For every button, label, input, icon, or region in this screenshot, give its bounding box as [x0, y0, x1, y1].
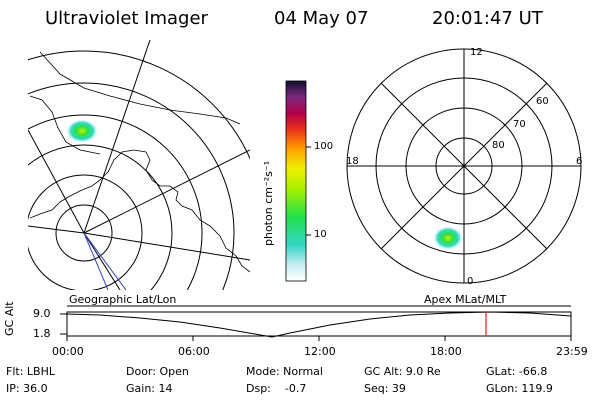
x-tick-label: 23:59 — [556, 345, 588, 358]
y-tick-label-top: 9.0 — [33, 307, 51, 320]
latitude-label-70: 70 — [513, 119, 526, 130]
mlt-label-18: 18 — [346, 156, 359, 167]
look-direction-line — [83, 232, 109, 290]
gc-alt-info: GC Alt: 9.0 Re — [364, 365, 441, 378]
latitude-circle — [28, 114, 203, 290]
coastline — [29, 95, 101, 155]
dsp-info: Dsp: -0.7 — [246, 382, 307, 395]
latitude-circle — [28, 174, 143, 290]
timeline-panel — [60, 305, 572, 341]
colorbar-tick-label-100: 100 — [314, 141, 334, 152]
x-tick-label: 06:00 — [178, 345, 210, 358]
x-tick-label: 12:00 — [304, 345, 336, 358]
colorbar-scale — [285, 80, 307, 282]
y-axis-label: GC Alt — [3, 301, 16, 336]
ip-info: IP: 36.0 — [6, 382, 48, 395]
latitude-label-80: 80 — [492, 140, 505, 151]
latitude-label-60: 60 — [536, 96, 549, 107]
meridian-line — [83, 232, 121, 290]
coastline — [29, 149, 250, 273]
filter-info: Flt: LBHL — [6, 365, 55, 378]
mlt-label-0: 0 — [467, 276, 474, 287]
latitude-circle — [28, 144, 173, 290]
mlt-label-6: 6 — [576, 156, 583, 167]
meridian-line — [83, 149, 250, 234]
seq-info: Seq: 39 — [364, 382, 406, 395]
look-direction-line — [83, 232, 127, 290]
meridian-line — [83, 40, 151, 234]
x-tick-label: 18:00 — [430, 345, 462, 358]
coastline — [39, 51, 241, 125]
door-info: Door: Open — [126, 365, 189, 378]
meridian-line — [28, 129, 85, 234]
latitude-circle — [55, 204, 113, 262]
colorbar — [285, 80, 311, 282]
observation-date: 04 May 07 — [274, 8, 369, 29]
latitude-circle — [28, 82, 235, 290]
gc-altitude-curve — [66, 311, 572, 338]
instrument-title: Ultraviolet Imager — [45, 8, 208, 29]
gain-info: Gain: 14 — [126, 382, 173, 395]
colorbar-unit-label: photon cm⁻²s⁻¹ — [262, 160, 275, 246]
glat-info: GLat: -66.8 — [486, 365, 548, 378]
latitude-circle — [28, 50, 250, 160]
geographic-map — [28, 40, 250, 290]
timeline-frame — [66, 311, 572, 337]
colorbar-tick-label-10: 10 — [314, 229, 327, 240]
observation-time: 20:01:47 UT — [432, 8, 543, 29]
meridian-line — [28, 225, 85, 234]
x-tick-label: 00:00 — [52, 345, 84, 358]
mode-info: Mode: Normal — [246, 365, 323, 378]
timeline-right-label: Apex MLat/MLT — [424, 293, 507, 306]
mlt-label-12: 12 — [470, 47, 483, 58]
y-tick-label-bottom: 1.8 — [33, 327, 51, 340]
aurora-emission-spot — [66, 119, 98, 143]
meridian-line — [83, 232, 250, 261]
glon-info: GLon: 119.9 — [486, 382, 553, 395]
polar-plot — [346, 48, 582, 284]
mlt-diagonal — [380, 82, 548, 250]
aurora-emission-spot — [433, 226, 463, 250]
timeline-left-label: Geographic Lat/Lon — [69, 293, 177, 306]
